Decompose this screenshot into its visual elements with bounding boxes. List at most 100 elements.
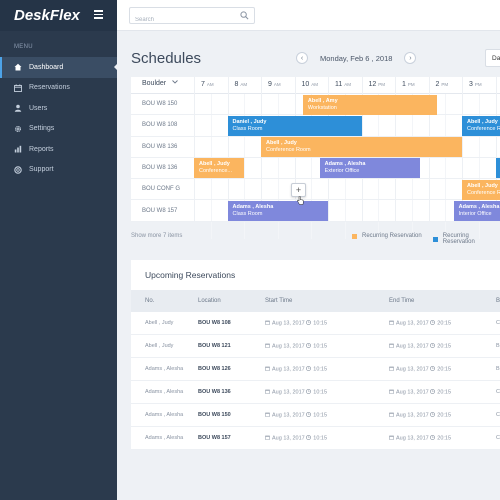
column-header-end-time[interactable]: End Time [389,298,415,304]
sidebar-item-users[interactable]: Users [0,98,117,119]
location-select[interactable]: Boulder [142,80,178,87]
reservation-block[interactable]: Adams , Alesha Exterior Office [319,158,421,179]
column-header-extra[interactable]: B [496,298,500,304]
upcoming-title: Upcoming Reservations [145,270,236,280]
column-header-no[interactable]: No. [145,298,155,304]
reservation-block[interactable]: Adams , Alesha Class Room [227,201,328,221]
home-icon [14,63,22,71]
chevron-left-icon: ‹ [300,54,304,62]
legend-label: Recurring Reservation [442,233,475,245]
reservation-block[interactable] [495,158,500,179]
room-label: BOU W8 136 [142,164,178,171]
hour-label: 8 AM [234,81,248,88]
view-mode-select[interactable]: Day [485,49,500,67]
schedule-row[interactable]: BOU W8 150 [131,94,500,116]
menu-section-title: MENU [14,44,33,50]
start-time-cell: Aug 13, 2017 10:15 [265,389,327,396]
app-logo[interactable]: DeskFlex [14,7,80,24]
search-icon[interactable] [240,11,249,20]
table-row[interactable]: Adams , Alesha BOU W8 136 Aug 13, 2017 10:… [131,381,500,404]
reservation-location: Workstation [307,104,337,111]
reservation-user: Adams , Alesha [145,412,184,418]
calendar-icon [389,435,396,442]
sidebar-item-label: Reports [29,145,54,153]
reservation-location: Conference Room [467,189,500,196]
reservation-user: Adams , Alesha [145,366,184,372]
legend-swatch-blue [433,236,438,242]
schedules-title: Schedules [131,50,202,67]
column-header-start-time[interactable]: Start Time [265,298,293,304]
reservation-user: Adams , Alesha [145,435,184,441]
table-header: No. Location Start Time End Time B [131,290,500,312]
start-time-cell: Aug 13, 2017 10:15 [265,412,327,419]
calendar-icon [389,389,396,396]
add-reservation-button[interactable]: + [291,183,306,197]
reservation-user: Abell , Judy [145,343,174,349]
reservation-location: Conference Room [266,147,311,154]
reservation-block[interactable]: Abell , Amy Workstation [302,94,437,115]
calendar-icon [389,343,396,350]
table-row[interactable]: Abell , Judy BOU W8 108 Aug 13, 2017 10:15… [131,312,500,335]
sidebar-header [0,0,117,31]
hour-gridline [462,77,463,222]
sidebar-item-dashboard[interactable]: Dashboard [0,57,118,78]
calendar-icon [265,389,272,396]
chevron-down-icon [172,80,178,84]
schedule-row[interactable]: BOU W8 136 [131,137,500,158]
hour-gridline [194,77,195,222]
half-hour-gridline [311,94,313,239]
reservation-block[interactable]: Daniel , Judy Class Room [227,115,362,136]
search-input[interactable] [130,12,230,28]
calendar-icon [389,366,396,373]
reservation-block[interactable]: Abell , Judy Conference... [194,158,245,179]
sidebar-item-label: Dashboard [29,63,64,71]
sidebar-item-reservations[interactable]: Reservations [0,78,117,99]
table-row[interactable]: Adams , Alesha BOU W8 157 Aug 13, 2017 10:… [131,427,500,450]
table-row[interactable]: Adams , Alesha BOU W8 126 Aug 13, 2017 10:… [131,358,500,381]
end-time-cell: Aug 13, 2017 20:15 [389,412,451,419]
room-label: BOU W8 157 [142,207,178,214]
next-day-button[interactable]: › [404,52,417,64]
sidebar-item-settings[interactable]: Settings [0,119,117,140]
reservation-name: Daniel , Judy [232,118,267,125]
reservation-block[interactable]: Adams , Alesha Interior Office [453,201,500,221]
column-header-location[interactable]: Location [198,298,221,304]
start-time-cell: Aug 13, 2017 10:15 [265,435,327,442]
clock-icon [430,343,437,350]
reservation-location: Exterior Office [324,168,360,175]
schedule-row[interactable]: BOU W8 157 [131,201,500,222]
table-row[interactable]: Adams , Alesha BOU W8 150 Aug 13, 2017 10:… [131,404,500,427]
reservation-location: Class Room [232,125,263,132]
clock-icon [306,366,313,373]
calendar-icon [389,320,396,327]
sidebar-item-support[interactable]: Support [0,160,117,181]
clock-icon [430,389,437,396]
schedule-row[interactable]: BOU W8 136 [131,158,500,180]
end-time-cell: Aug 13, 2017 20:15 [389,320,451,327]
hour-label: 2 PM [435,81,449,88]
reservation-location: BOU W8 108 [198,320,231,326]
hamburger-menu-icon[interactable] [94,10,103,19]
calendar-icon [265,435,272,442]
sidebar-item-reports[interactable]: Reports [0,139,117,160]
show-more-link[interactable]: Show more 7 items [131,233,183,239]
end-time-cell: Aug 13, 2017 20:15 [389,343,451,350]
previous-day-button[interactable]: ‹ [296,52,308,64]
reservation-name: Adams , Alesha [232,204,274,210]
room-label: BOU W8 136 [142,143,178,150]
schedule-grid: Boulder 7AM8AM9AM10AM11AM12PM1PM2PM3PM4P… [131,77,500,239]
table-row[interactable]: Abell , Judy BOU W8 121 Aug 13, 2017 10:15… [131,335,500,358]
schedule-row[interactable]: BOU CONF G [131,179,500,201]
clock-icon [306,389,313,396]
calendar-icon [265,366,272,373]
schedule-row[interactable]: BOU W8 108 [131,115,500,137]
reservation-location: BOU W8 136 [198,389,231,395]
reservation-location: Interior Office [458,211,492,217]
legend-item-recurring: Recurring Reservation [352,233,422,239]
start-time-cell: Aug 13, 2017 10:15 [265,320,327,327]
reservation-name: Abell , Judy [467,182,498,189]
hour-label: 9 AM [268,81,281,88]
